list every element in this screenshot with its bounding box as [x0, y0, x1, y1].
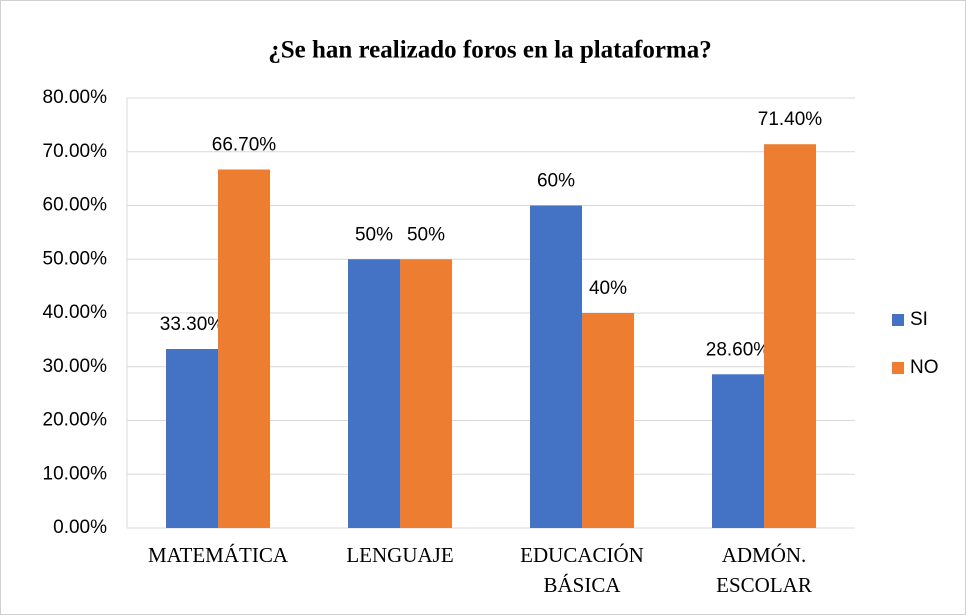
- data-label: 50%: [407, 224, 445, 245]
- data-label: 60%: [537, 171, 575, 192]
- data-label: 50%: [355, 224, 393, 245]
- bar: [400, 259, 452, 528]
- legend-label: NO: [910, 357, 939, 378]
- y-tick-label: 80.00%: [43, 87, 108, 108]
- data-label: 40%: [589, 278, 627, 299]
- bar: [764, 144, 816, 528]
- y-tick-label: 50.00%: [43, 248, 108, 269]
- legend-label: SI: [910, 309, 928, 330]
- bar: [712, 374, 764, 528]
- x-tick-label: EDUCACIÓN BÁSICA: [520, 543, 644, 597]
- data-label: 28.60%: [706, 339, 771, 360]
- y-tick-label: 0.00%: [53, 517, 107, 538]
- y-tick-label: 60.00%: [43, 195, 108, 216]
- bar: [530, 205, 582, 528]
- y-tick-label: 20.00%: [43, 410, 108, 431]
- bar: [348, 259, 400, 528]
- legend-swatch: [892, 314, 904, 326]
- x-tick-label: ADMÓN. ESCOLAR: [716, 543, 812, 597]
- chart-title: ¿Se han realizado foros en la plataforma…: [268, 37, 712, 64]
- bar: [582, 313, 634, 528]
- data-label: 33.30%: [160, 314, 225, 335]
- y-tick-label: 40.00%: [43, 302, 108, 323]
- legend-swatch: [892, 362, 904, 374]
- data-label: 71.40%: [758, 109, 823, 130]
- y-tick-label: 70.00%: [43, 141, 108, 162]
- x-tick-label: LENGUAJE: [346, 543, 454, 567]
- y-tick-label: 30.00%: [43, 356, 108, 377]
- y-tick-label: 10.00%: [43, 463, 108, 484]
- bar: [166, 349, 218, 528]
- x-tick-label: MATEMÁTICA: [148, 543, 288, 567]
- data-label: 66.70%: [212, 135, 277, 156]
- bar: [218, 169, 270, 529]
